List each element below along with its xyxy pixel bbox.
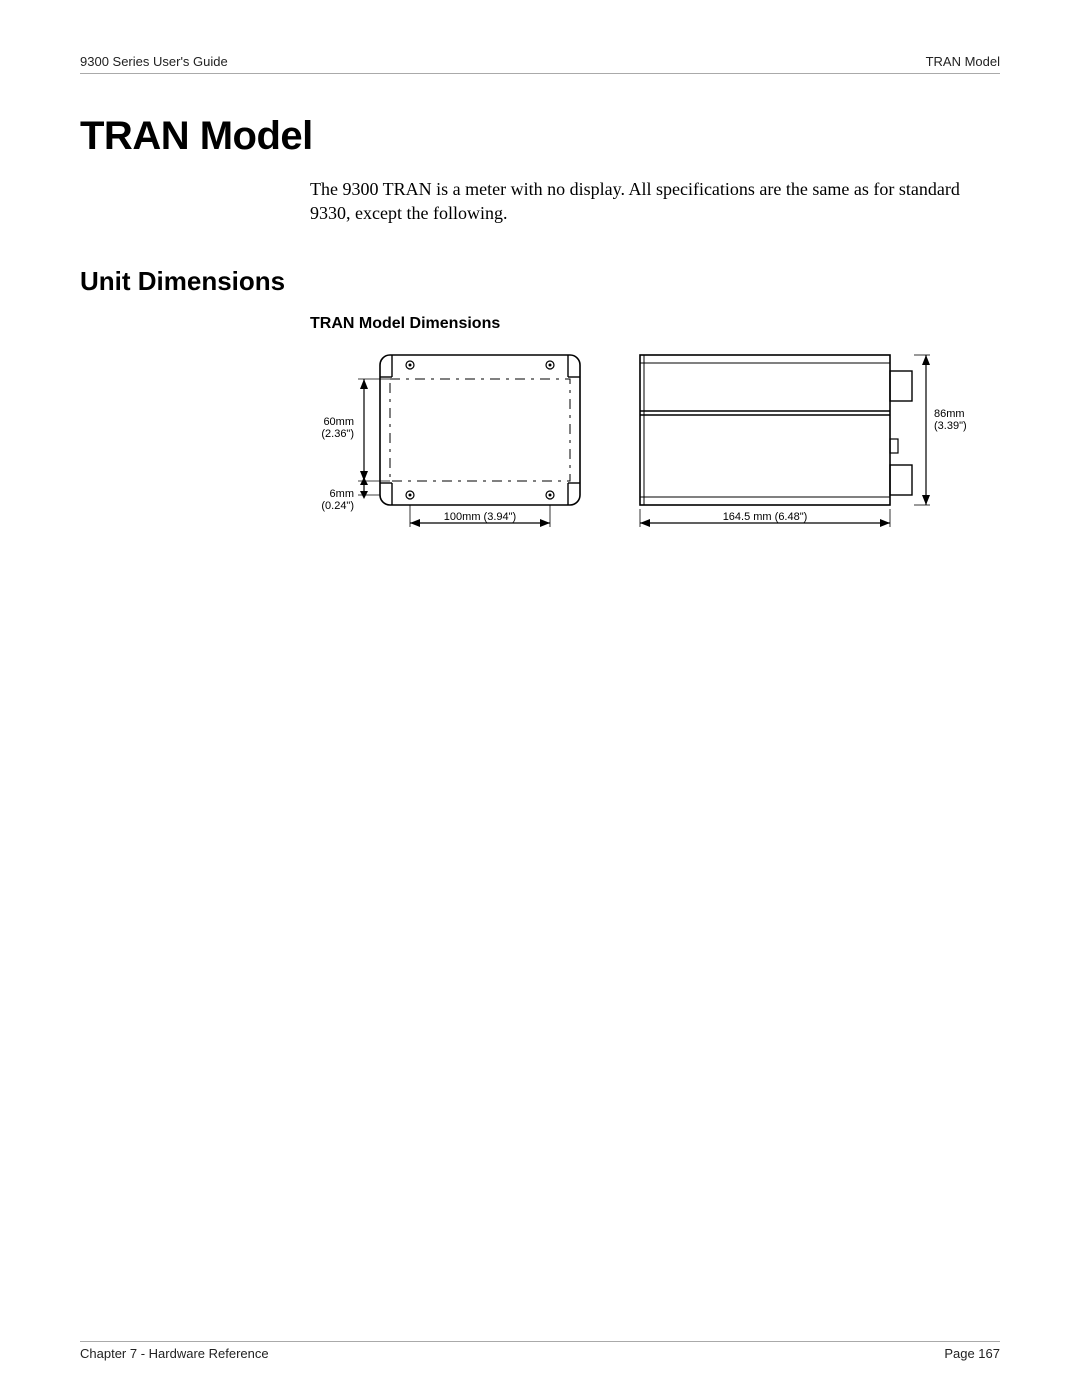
- dim-6mm-bottom: (0.24"): [321, 500, 354, 512]
- sub-heading: TRAN Model Dimensions: [310, 315, 1000, 333]
- header-right: TRAN Model: [926, 54, 1000, 69]
- dim-6mm-top: 6mm: [330, 488, 354, 500]
- dim-60mm-top: 60mm: [323, 416, 354, 428]
- page-title: TRAN Model: [80, 114, 1000, 159]
- running-footer: Chapter 7 - Hardware Reference Page 167: [80, 1341, 1000, 1361]
- dim-164mm: 164.5 mm (6.48"): [723, 511, 808, 523]
- side-view-group: 164.5 mm (6.48") 86mm (3.39"): [640, 355, 967, 527]
- dimensions-svg: 60mm (2.36") 6mm (0.24") 100mm (3.94"): [310, 345, 970, 555]
- page: 9300 Series User's Guide TRAN Model TRAN…: [0, 0, 1080, 1397]
- dim-86mm-bottom: (3.39"): [934, 420, 967, 432]
- dim-60mm-bottom: (2.36"): [321, 428, 354, 440]
- dimension-diagram: 60mm (2.36") 6mm (0.24") 100mm (3.94"): [310, 345, 1000, 555]
- running-header: 9300 Series User's Guide TRAN Model: [80, 54, 1000, 74]
- intro-paragraph: The 9300 TRAN is a meter with no display…: [310, 177, 1000, 226]
- header-left: 9300 Series User's Guide: [80, 54, 228, 69]
- dim-100mm: 100mm (3.94"): [444, 511, 516, 523]
- footer-right: Page 167: [944, 1346, 1000, 1361]
- dim-86mm-top: 86mm: [934, 408, 965, 420]
- footer-left: Chapter 7 - Hardware Reference: [80, 1346, 269, 1361]
- top-view-group: 60mm (2.36") 6mm (0.24") 100mm (3.94"): [321, 355, 580, 527]
- section-heading: Unit Dimensions: [80, 266, 1000, 297]
